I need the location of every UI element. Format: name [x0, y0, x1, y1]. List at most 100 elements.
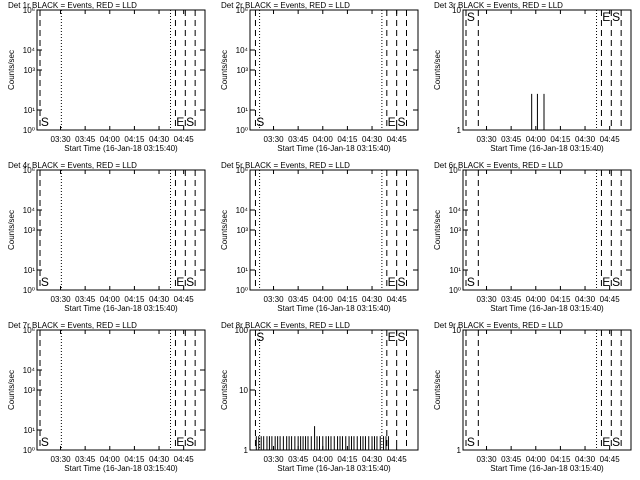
x-tick-label: 04:15	[337, 455, 358, 464]
panel: Det 2r BLACK = Events, RED = LLD Start Ti…	[220, 1, 419, 153]
x-tick-label: 04:00	[313, 295, 334, 304]
x-tick-label: 04:45	[387, 135, 408, 144]
annotation: E	[602, 435, 610, 449]
y-tick-label: 1	[457, 126, 462, 135]
y-axis-label: Counts/sec	[433, 210, 442, 250]
plot-frame	[36, 169, 206, 291]
panel: Det 1r BLACK = Events, RED = LLD Start Ti…	[7, 1, 206, 153]
panel-title: Det 7r BLACK = Events, RED = LLD	[8, 321, 137, 330]
panel-title: Det 9r BLACK = Events, RED = LLD	[434, 321, 563, 330]
plot-frame	[462, 9, 632, 131]
y-tick-label: 10	[452, 326, 461, 335]
annotation: S	[397, 275, 405, 289]
annotation: S	[397, 330, 405, 344]
annotation: S	[186, 435, 194, 449]
y-tick-label: 10³	[236, 66, 248, 75]
panel: Det 3r BLACK = Events, RED = LLD Start Ti…	[433, 1, 632, 153]
annotation: S	[612, 275, 620, 289]
annotation: E	[602, 10, 610, 24]
x-axis-label: Start Time (16-Jan-18 03:15:40)	[490, 304, 604, 313]
panel-title: Det 6r BLACK = Events, RED = LLD	[434, 161, 563, 170]
y-tick-label: 10⁶	[23, 326, 35, 335]
x-tick-label: 04:45	[387, 295, 408, 304]
annotation: S	[467, 435, 475, 449]
x-tick-label: 03:45	[75, 455, 96, 464]
x-tick-label: 04:45	[387, 455, 408, 464]
y-tick-label: 10¹	[23, 266, 35, 275]
x-tick-label: 04:15	[337, 295, 358, 304]
x-tick-label: 03:30	[51, 455, 72, 464]
x-tick-label: 03:30	[477, 135, 498, 144]
y-axis-label: Counts/sec	[433, 370, 442, 410]
plot-frame	[249, 329, 419, 451]
x-tick-label: 04:15	[124, 295, 145, 304]
annotation: S	[41, 435, 49, 449]
annotation: E	[388, 115, 396, 129]
x-tick-label: 04:00	[526, 295, 547, 304]
x-tick-label: 03:30	[264, 295, 285, 304]
annotation: E	[176, 435, 184, 449]
y-tick-label: 1	[244, 446, 249, 455]
x-tick-label: 04:30	[362, 135, 383, 144]
panel-title: Det 2r BLACK = Events, RED = LLD	[221, 1, 350, 10]
x-tick-label: 04:15	[550, 295, 571, 304]
x-tick-label: 03:45	[501, 135, 522, 144]
x-tick-label: 03:45	[501, 295, 522, 304]
y-axis-label: Counts/sec	[7, 50, 16, 90]
plot-frame	[36, 9, 206, 131]
y-tick-label: 100	[235, 326, 249, 335]
x-tick-label: 04:15	[550, 135, 571, 144]
x-tick-label: 04:30	[362, 455, 383, 464]
y-tick-label: 1	[457, 446, 462, 455]
y-tick-label: 10¹	[449, 266, 461, 275]
annotation: S	[612, 435, 620, 449]
panel-title: Det 5r BLACK = Events, RED = LLD	[221, 161, 350, 170]
y-tick-label: 10⁴	[236, 46, 249, 55]
annotation: E	[388, 275, 396, 289]
y-tick-label: 10⁰	[23, 286, 35, 295]
annotation: S	[41, 115, 49, 129]
panel: Det 6r BLACK = Events, RED = LLD Start Ti…	[433, 161, 632, 313]
x-axis-label: Start Time (16-Jan-18 03:15:40)	[277, 464, 391, 473]
y-tick-label: 10	[239, 386, 248, 395]
x-tick-label: 04:00	[100, 455, 121, 464]
x-tick-label: 03:30	[477, 295, 498, 304]
x-tick-label: 04:30	[149, 455, 170, 464]
x-axis-label: Start Time (16-Jan-18 03:15:40)	[490, 464, 604, 473]
panel: Det 7r BLACK = Events, RED = LLD Start Ti…	[7, 321, 206, 473]
y-tick-label: 10⁰	[236, 126, 248, 135]
x-tick-label: 03:30	[264, 135, 285, 144]
x-tick-label: 03:30	[264, 455, 285, 464]
annotation: E	[176, 275, 184, 289]
y-tick-label: 10⁶	[236, 6, 248, 15]
annotation: S	[186, 115, 194, 129]
x-axis-label: Start Time (16-Jan-18 03:15:40)	[64, 464, 178, 473]
annotation: S	[397, 115, 405, 129]
panel: Det 9r BLACK = Events, RED = LLD Start Ti…	[433, 321, 632, 473]
plot-frame	[249, 9, 419, 131]
x-tick-label: 04:00	[313, 455, 334, 464]
x-tick-label: 04:45	[600, 455, 621, 464]
x-tick-label: 04:45	[600, 295, 621, 304]
y-axis-label: Counts/sec	[220, 370, 229, 410]
y-axis-label: Counts/sec	[220, 210, 229, 250]
x-tick-label: 04:00	[526, 455, 547, 464]
x-tick-label: 04:00	[100, 295, 121, 304]
x-axis-label: Start Time (16-Jan-18 03:15:40)	[64, 304, 178, 313]
y-tick-label: 10³	[236, 226, 248, 235]
x-tick-label: 03:30	[477, 455, 498, 464]
y-tick-label: 10⁴	[23, 206, 36, 215]
y-tick-label: 10⁴	[23, 46, 36, 55]
x-tick-label: 04:45	[174, 135, 195, 144]
plot-frame	[462, 329, 632, 451]
x-tick-label: 04:15	[550, 455, 571, 464]
annotation: S	[256, 330, 264, 344]
x-tick-label: 04:30	[149, 295, 170, 304]
y-tick-label: 10³	[23, 226, 35, 235]
annotation: S	[467, 10, 475, 24]
y-tick-label: 10³	[23, 386, 35, 395]
panel-title: Det 8r BLACK = Events, RED = LLD	[221, 321, 350, 330]
annotation: E	[602, 275, 610, 289]
